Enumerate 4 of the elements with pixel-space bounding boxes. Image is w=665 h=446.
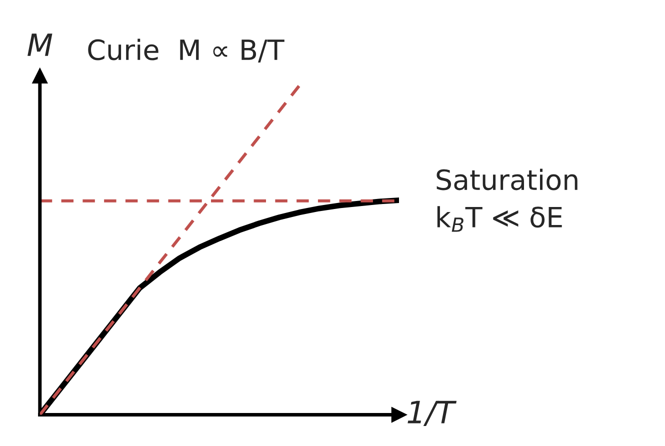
x-axis-title: 1/T <box>408 400 457 426</box>
text: Curie M ∝ B/T <box>88 38 284 62</box>
ref-line-label: Saturation k$_{B}$T ≪ δE <box>436 168 578 232</box>
y-axis-title: M <box>28 34 52 56</box>
